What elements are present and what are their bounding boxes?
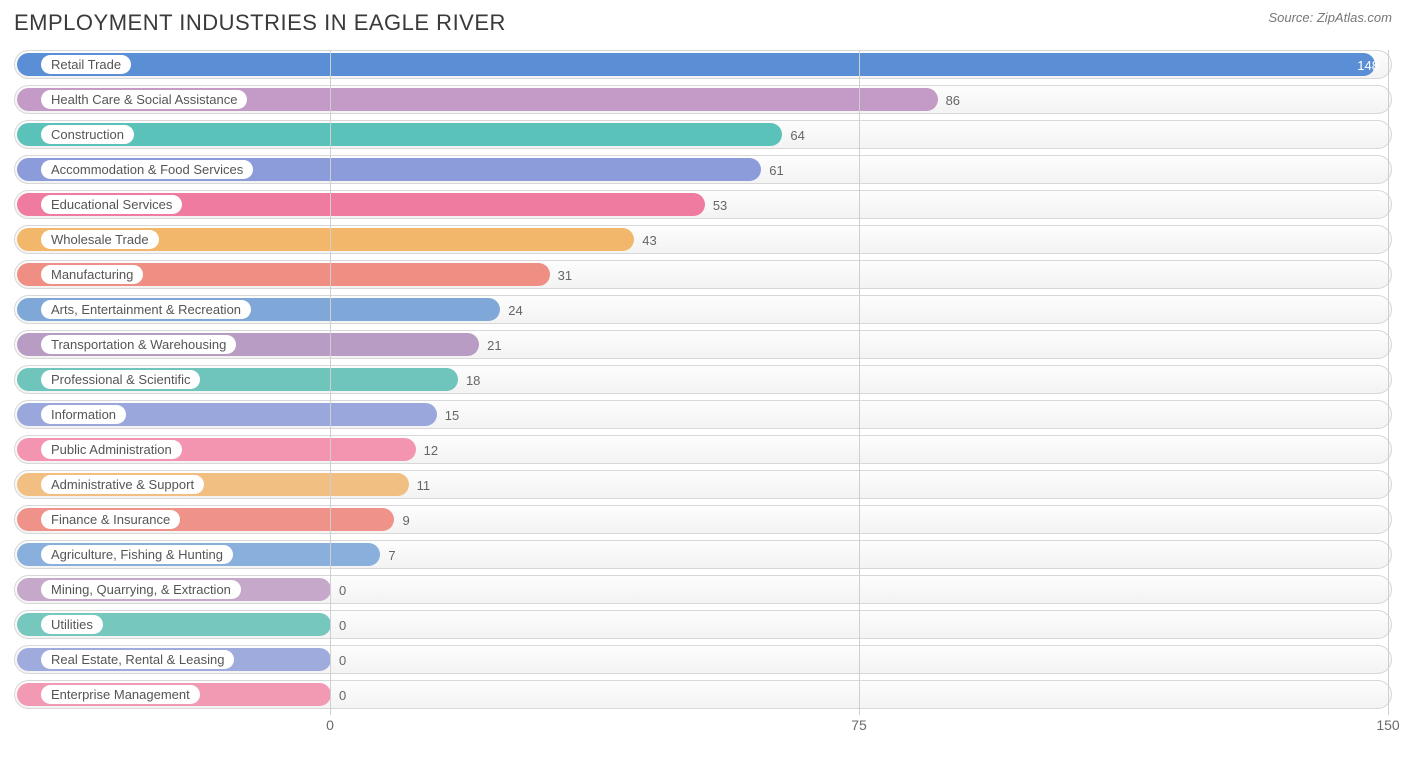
bar-label: Manufacturing: [41, 265, 143, 284]
source-prefix: Source:: [1268, 10, 1316, 25]
bar-label: Agriculture, Fishing & Hunting: [41, 545, 233, 564]
bar-label: Wholesale Trade: [41, 230, 159, 249]
bar-value: 21: [479, 331, 501, 360]
bar-label: Transportation & Warehousing: [41, 335, 236, 354]
bar-value: 9: [394, 506, 409, 535]
chart-area: Retail Trade 148 Health Care & Social Assi…: [14, 50, 1392, 737]
bar-row: Administrative & Support 11: [14, 470, 1392, 499]
chart-source: Source: ZipAtlas.com: [1268, 10, 1392, 25]
bar-row: Public Administration 12: [14, 435, 1392, 464]
bar-value: 12: [416, 436, 438, 465]
bar-label: Professional & Scientific: [41, 370, 200, 389]
bar-row: Finance & Insurance 9: [14, 505, 1392, 534]
axis-tick-label: 0: [326, 717, 334, 733]
bar-label: Utilities: [41, 615, 103, 634]
bar-row: Information 15: [14, 400, 1392, 429]
source-name: ZipAtlas.com: [1317, 10, 1392, 25]
bar-value: 24: [500, 296, 522, 325]
bar-row: Construction 64: [14, 120, 1392, 149]
bar-row: Manufacturing 31: [14, 260, 1392, 289]
bar-value: 53: [705, 191, 727, 220]
bar-rows: Retail Trade 148 Health Care & Social Assi…: [14, 50, 1392, 709]
bar-row: Arts, Entertainment & Recreation 24: [14, 295, 1392, 324]
bar-label: Construction: [41, 125, 134, 144]
bar-row: Enterprise Management 0: [14, 680, 1392, 709]
bar-value: 18: [458, 366, 480, 395]
bar-row: Real Estate, Rental & Leasing 0: [14, 645, 1392, 674]
bar-label: Arts, Entertainment & Recreation: [41, 300, 251, 319]
bar-row: Agriculture, Fishing & Hunting 7: [14, 540, 1392, 569]
bar-value: 0: [331, 681, 346, 710]
axis-tick-label: 150: [1376, 717, 1399, 733]
bar-row: Wholesale Trade 43: [14, 225, 1392, 254]
bar-value: 0: [331, 646, 346, 675]
bar-row: Mining, Quarrying, & Extraction 0: [14, 575, 1392, 604]
bar-label: Public Administration: [41, 440, 182, 459]
bar-label: Accommodation & Food Services: [41, 160, 253, 179]
bar-row: Educational Services 53: [14, 190, 1392, 219]
bar-label: Retail Trade: [41, 55, 131, 74]
chart-header: EMPLOYMENT INDUSTRIES IN EAGLE RIVER Sou…: [14, 10, 1392, 36]
bar-label: Administrative & Support: [41, 475, 204, 494]
bar-row: Professional & Scientific 18: [14, 365, 1392, 394]
x-axis: 075150: [14, 715, 1392, 737]
bar-row: Accommodation & Food Services 61: [14, 155, 1392, 184]
bar-label: Health Care & Social Assistance: [41, 90, 247, 109]
bar-label: Finance & Insurance: [41, 510, 180, 529]
bar-fill: [17, 53, 1375, 76]
bar-label: Mining, Quarrying, & Extraction: [41, 580, 241, 599]
bar-value: 64: [782, 121, 804, 150]
chart-title: EMPLOYMENT INDUSTRIES IN EAGLE RIVER: [14, 10, 506, 36]
bar-label: Enterprise Management: [41, 685, 200, 704]
bar-label: Information: [41, 405, 126, 424]
bar-value: 86: [938, 86, 960, 115]
bar-row: Utilities 0: [14, 610, 1392, 639]
axis-tick-label: 75: [851, 717, 867, 733]
bar-label: Educational Services: [41, 195, 182, 214]
bar-value: 0: [331, 576, 346, 605]
bar-value: 7: [380, 541, 395, 570]
bar-row: Retail Trade 148: [14, 50, 1392, 79]
bar-value: 43: [634, 226, 656, 255]
bar-value: 61: [761, 156, 783, 185]
bar-value: 11: [409, 471, 431, 500]
bar-row: Transportation & Warehousing 21: [14, 330, 1392, 359]
bar-value: 148: [1357, 51, 1379, 80]
bar-row: Health Care & Social Assistance 86: [14, 85, 1392, 114]
bar-value: 0: [331, 611, 346, 640]
bar-value: 15: [437, 401, 459, 430]
bar-value: 31: [550, 261, 572, 290]
bar-label: Real Estate, Rental & Leasing: [41, 650, 234, 669]
